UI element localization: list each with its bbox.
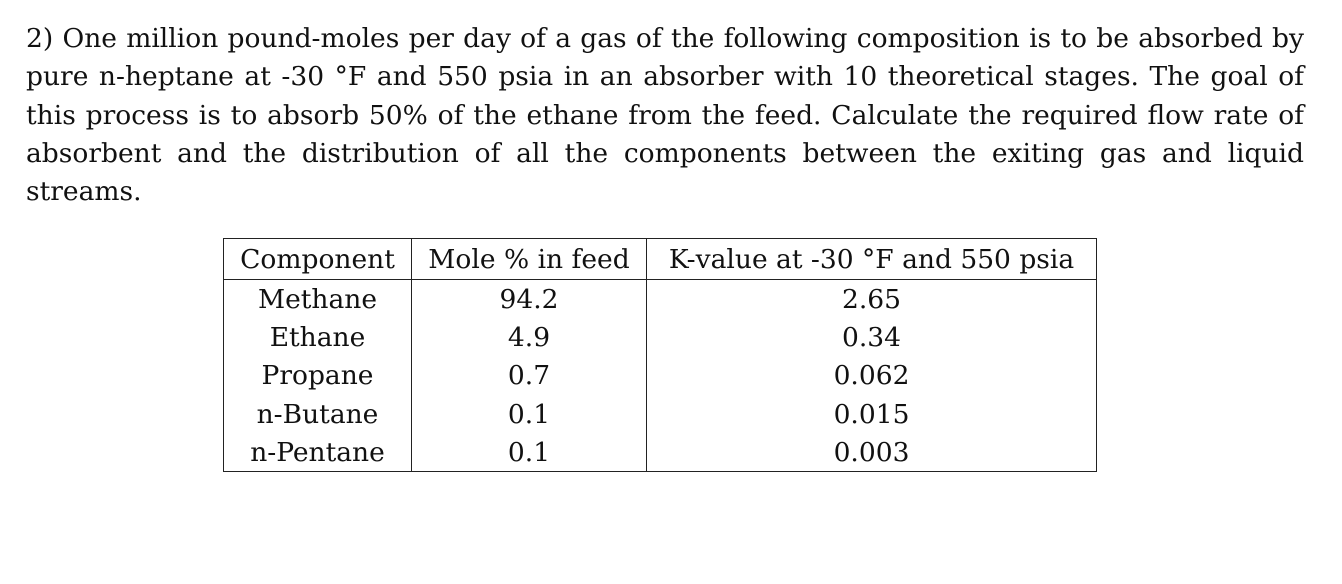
cell-mole-percent: 4.9 (411, 318, 647, 357)
cell-component: Ethane (223, 318, 412, 357)
cell-k-value: 0.34 (646, 318, 1097, 357)
table-row: n-Pentane 0.1 0.003 (223, 433, 1097, 473)
composition-table-container: Component Mole % in feed K-value at -30 … (223, 238, 1097, 473)
header-k-value: K-value at -30 °F and 550 psia (646, 238, 1097, 280)
cell-component: n-Pentane (223, 433, 412, 473)
cell-component: Methane (223, 279, 412, 319)
cell-mole-percent: 0.1 (411, 394, 647, 434)
cell-mole-percent: 0.1 (411, 433, 647, 473)
table-row: Propane 0.7 0.062 (223, 356, 1097, 395)
cell-k-value: 0.003 (646, 433, 1097, 473)
table-row: Ethane 4.9 0.34 (223, 318, 1097, 357)
cell-mole-percent: 94.2 (411, 279, 647, 319)
cell-k-value: 2.65 (646, 279, 1097, 319)
cell-mole-percent: 0.7 (411, 356, 647, 395)
table-header-row: Component Mole % in feed K-value at -30 … (223, 238, 1097, 280)
cell-component: Propane (223, 356, 412, 395)
header-component: Component (223, 238, 412, 280)
problem-statement: 2) One million pound-moles per day of a … (26, 23, 1304, 208)
table-row: Methane 94.2 2.65 (223, 279, 1097, 319)
composition-table: Component Mole % in feed K-value at -30 … (223, 238, 1097, 473)
header-mole-percent: Mole % in feed (411, 238, 647, 280)
table-row: n-Butane 0.1 0.015 (223, 394, 1097, 434)
cell-k-value: 0.015 (646, 394, 1097, 434)
cell-k-value: 0.062 (646, 356, 1097, 395)
cell-component: n-Butane (223, 394, 412, 434)
